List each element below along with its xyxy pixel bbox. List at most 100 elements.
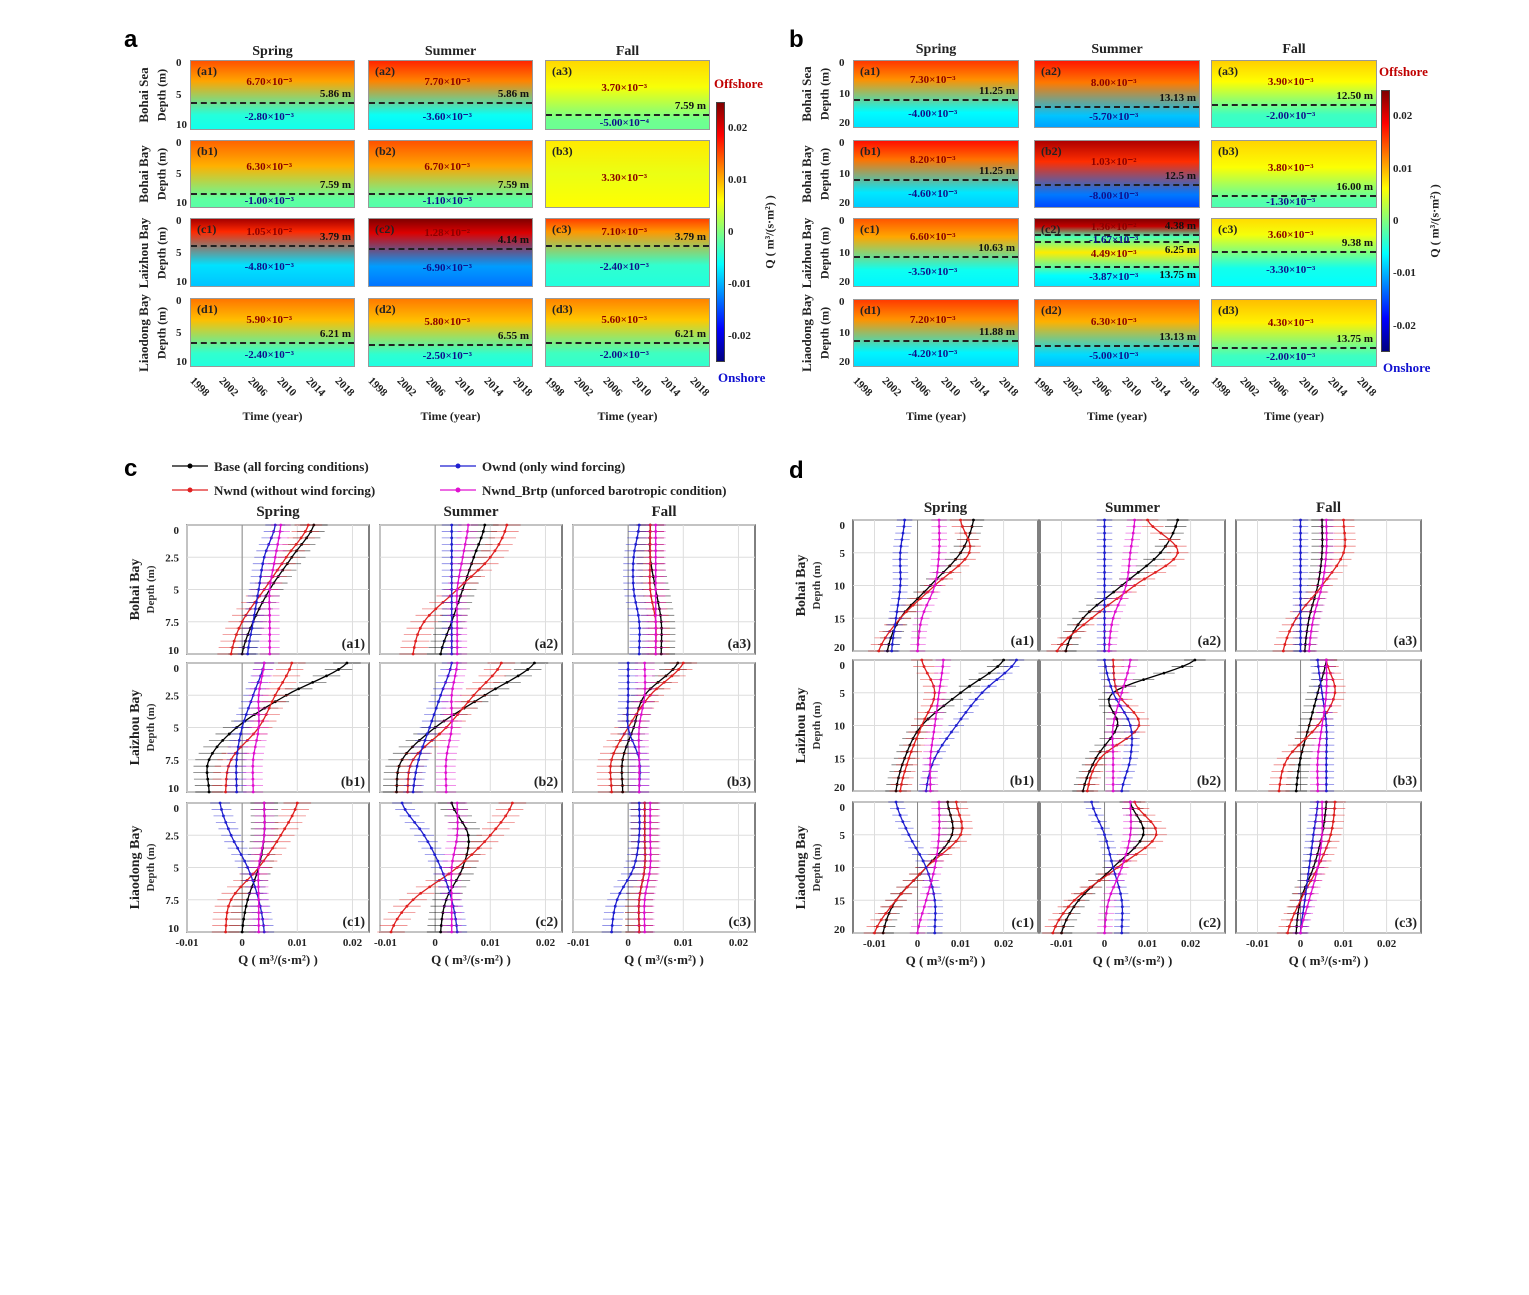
data-point <box>1112 885 1115 889</box>
data-point <box>287 820 290 824</box>
data-point <box>418 626 422 630</box>
data-point <box>237 739 241 742</box>
data-point <box>1317 859 1321 863</box>
data-point <box>1092 807 1095 810</box>
data-point <box>1133 518 1137 522</box>
data-point <box>926 711 930 714</box>
data-point <box>1320 813 1324 817</box>
row-label: Bohai Bay <box>128 559 143 621</box>
data-point <box>1313 610 1317 614</box>
legend-label: Base (all forcing conditions) <box>214 459 369 474</box>
data-point <box>455 620 459 624</box>
data-point <box>1320 807 1324 810</box>
data-point <box>257 700 260 704</box>
data-point <box>1299 756 1302 760</box>
column-title: Fall <box>652 504 677 520</box>
data-point <box>411 652 415 656</box>
data-point <box>637 764 641 768</box>
data-point <box>476 846 480 850</box>
data-point <box>229 652 233 656</box>
legend-marker-dot <box>187 463 193 469</box>
onshore-label: Onshore <box>718 370 766 385</box>
heatmap-panel: (d2) 6.55 m 5.80×10⁻³ -2.50×10⁻³ <box>368 298 533 367</box>
data-point <box>205 764 209 768</box>
data-point <box>1325 665 1328 668</box>
data-point <box>488 555 492 559</box>
column-title: Spring <box>915 42 957 57</box>
x-tick-label: 0 <box>625 937 631 949</box>
data-point <box>904 826 908 830</box>
data-point <box>1322 711 1326 714</box>
data-point <box>609 784 613 787</box>
mean-value-label: 4.49×10⁻³ <box>1090 247 1137 260</box>
data-point <box>257 588 261 591</box>
data-point <box>654 652 658 656</box>
data-point <box>937 557 940 561</box>
data-point <box>1124 678 1127 682</box>
mean-value-label: 6.30×10⁻³ <box>1090 316 1137 329</box>
line-depth-label: 4.38 m <box>1164 220 1196 233</box>
data-point <box>883 636 887 640</box>
data-point <box>631 562 635 566</box>
data-point <box>461 706 465 710</box>
data-point <box>903 518 907 522</box>
data-point <box>917 925 921 928</box>
profile-panel: (a1) <box>186 523 370 656</box>
data-point <box>649 859 652 863</box>
data-point <box>637 771 641 775</box>
data-point <box>610 924 614 927</box>
data-point <box>466 530 469 533</box>
data-point <box>261 668 265 671</box>
data-point <box>1299 571 1302 574</box>
data-point <box>1343 544 1347 548</box>
data-point <box>1299 525 1302 528</box>
data-point <box>1115 879 1118 882</box>
data-point <box>1313 879 1317 882</box>
colorbar-tick-label: 0 <box>1393 215 1399 227</box>
y-tick-label: 10 <box>839 246 850 259</box>
column-title: Spring <box>924 500 968 516</box>
data-point <box>996 665 1000 668</box>
data-point <box>283 827 287 831</box>
data-point <box>1060 643 1064 646</box>
data-point <box>450 555 454 559</box>
data-point <box>455 626 459 630</box>
y-tick-label: 0 <box>176 137 182 149</box>
data-point <box>637 620 641 624</box>
data-point <box>450 904 454 908</box>
data-point <box>930 743 934 747</box>
data-point <box>1299 636 1302 640</box>
pycnocline-dashed-line <box>191 192 354 195</box>
data-point <box>964 531 967 535</box>
legend-label: Nwnd_Brtp (unforced barotropic condition… <box>482 483 727 498</box>
panel-id: (d3) <box>552 302 573 316</box>
data-point <box>450 924 454 927</box>
y-tick-label: 20 <box>834 642 846 654</box>
data-point <box>1317 743 1321 747</box>
data-point <box>637 758 641 762</box>
data-point <box>643 687 647 691</box>
data-point <box>414 639 418 643</box>
column-title: Spring <box>252 44 293 59</box>
data-point <box>638 814 641 818</box>
data-point <box>494 687 497 691</box>
data-point <box>995 678 999 682</box>
y-tick-label: 10 <box>168 923 180 935</box>
data-point <box>1097 820 1101 824</box>
data-point <box>456 820 460 824</box>
data-point <box>455 633 459 637</box>
data-point <box>1122 711 1126 714</box>
data-point <box>278 530 282 533</box>
data-point <box>636 530 640 533</box>
data-point <box>248 639 251 643</box>
data-point <box>450 536 454 540</box>
data-point <box>959 833 962 837</box>
data-point <box>637 523 641 527</box>
data-point <box>654 639 658 643</box>
data-point <box>1296 776 1299 780</box>
data-point <box>1318 853 1322 856</box>
mean-value-label: -2.50×10⁻³ <box>422 350 472 363</box>
data-point <box>411 790 415 794</box>
mean-value-label: 3.70×10⁻³ <box>601 81 648 94</box>
data-point <box>929 756 932 760</box>
